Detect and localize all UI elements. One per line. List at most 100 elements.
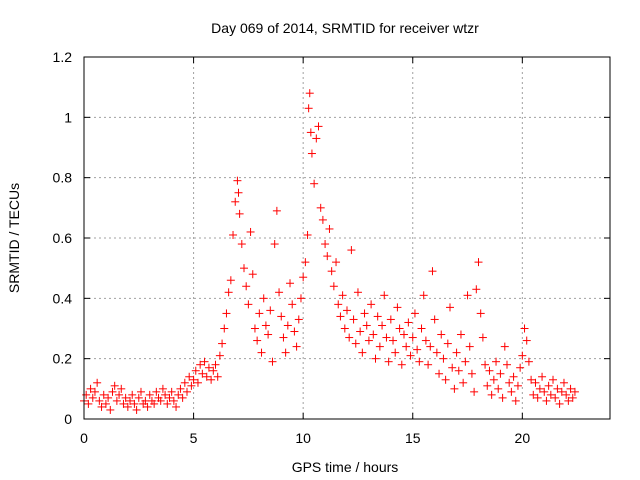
data-point xyxy=(239,264,248,273)
data-point xyxy=(489,375,498,384)
y-tick-label: 0 xyxy=(64,411,72,427)
y-axis-label: SRMTID / TECUs xyxy=(6,183,22,293)
data-point xyxy=(134,393,143,402)
data-point xyxy=(299,273,308,282)
data-point xyxy=(316,203,325,212)
data-point xyxy=(200,357,209,366)
data-point xyxy=(174,390,183,399)
data-point xyxy=(450,384,459,393)
data-point xyxy=(439,354,448,363)
data-point xyxy=(312,134,321,143)
axis-ticks: 0 0.2 0.4 0.6 0.8 1 1.2 0 5 10 15 20 xyxy=(53,49,610,446)
data-point xyxy=(404,318,413,327)
data-point xyxy=(204,363,213,372)
data-point xyxy=(369,330,378,339)
data-point xyxy=(112,396,121,405)
data-point xyxy=(97,402,106,411)
data-point xyxy=(132,405,141,414)
data-point xyxy=(538,372,547,381)
data-point xyxy=(336,312,345,321)
data-point xyxy=(417,324,426,333)
data-point xyxy=(351,339,360,348)
data-point xyxy=(321,240,330,249)
data-point xyxy=(104,393,113,402)
data-point xyxy=(380,291,389,300)
data-point xyxy=(178,393,187,402)
data-point xyxy=(364,336,373,345)
data-point xyxy=(568,393,577,402)
data-point xyxy=(421,336,430,345)
data-point xyxy=(327,267,336,276)
data-point xyxy=(382,333,391,342)
data-point xyxy=(340,324,349,333)
data-point xyxy=(189,375,198,384)
data-point xyxy=(244,300,253,309)
data-point xyxy=(505,378,514,387)
data-point xyxy=(524,357,533,366)
data-point xyxy=(481,360,490,369)
y-tick-label: 0.4 xyxy=(53,290,73,306)
data-point xyxy=(163,399,172,408)
data-point xyxy=(270,240,279,249)
data-point xyxy=(564,396,573,405)
data-point xyxy=(470,387,479,396)
data-point xyxy=(557,387,566,396)
data-point xyxy=(253,336,262,345)
data-point xyxy=(307,149,316,158)
data-point xyxy=(566,384,575,393)
data-point xyxy=(459,378,468,387)
data-point xyxy=(304,104,313,113)
data-point xyxy=(215,351,224,360)
data-point xyxy=(150,399,159,408)
data-point xyxy=(130,399,139,408)
data-point xyxy=(106,405,115,414)
data-point xyxy=(551,393,560,402)
data-point xyxy=(408,333,417,342)
data-point xyxy=(395,324,404,333)
x-tick-label: 20 xyxy=(515,430,531,446)
data-point xyxy=(549,375,558,384)
data-point xyxy=(399,330,408,339)
data-point xyxy=(119,399,128,408)
data-point xyxy=(90,387,99,396)
data-point xyxy=(373,312,382,321)
data-point xyxy=(268,357,277,366)
data-point xyxy=(117,384,126,393)
data-point xyxy=(93,378,102,387)
data-point xyxy=(180,378,189,387)
data-point xyxy=(152,387,161,396)
data-point xyxy=(378,321,387,330)
data-point xyxy=(213,372,222,381)
data-point xyxy=(441,375,450,384)
data-point xyxy=(522,336,531,345)
data-point xyxy=(555,399,564,408)
data-point xyxy=(334,300,343,309)
data-point xyxy=(498,393,507,402)
data-point xyxy=(456,330,465,339)
data-point xyxy=(353,288,362,297)
data-point xyxy=(338,291,347,300)
data-point xyxy=(492,357,501,366)
y-tick-label: 1.2 xyxy=(53,49,73,65)
data-point xyxy=(281,348,290,357)
data-point xyxy=(540,387,549,396)
data-point xyxy=(502,360,511,369)
data-point xyxy=(415,357,424,366)
x-tick-label: 0 xyxy=(80,430,88,446)
data-point xyxy=(303,230,312,239)
data-point xyxy=(198,369,207,378)
data-point xyxy=(535,384,544,393)
data-point xyxy=(318,215,327,224)
data-point xyxy=(86,384,95,393)
data-point xyxy=(356,327,365,336)
data-point xyxy=(233,176,242,185)
data-point xyxy=(161,390,170,399)
data-point xyxy=(84,399,93,408)
data-point xyxy=(123,402,132,411)
data-point xyxy=(272,206,281,215)
chart-title: Day 069 of 2014, SRMTID for receiver wtz… xyxy=(211,20,479,36)
data-point xyxy=(410,309,419,318)
data-point xyxy=(452,348,461,357)
data-point xyxy=(413,345,422,354)
data-point xyxy=(255,309,264,318)
